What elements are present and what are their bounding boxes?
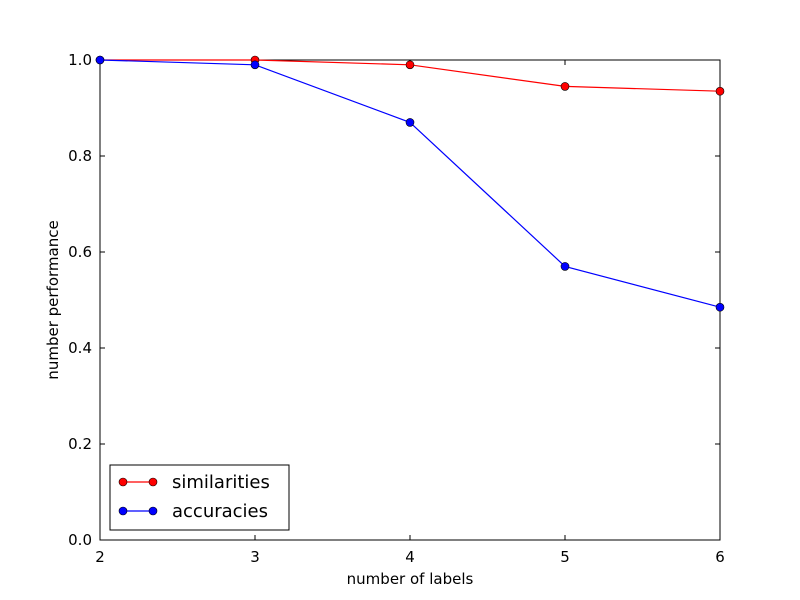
data-point-similarities [560,82,570,91]
series-accuracies [95,55,725,312]
data-point-accuracies [250,60,260,70]
y-tick-label: 1.0 [68,51,92,69]
y-tick-label: 0.0 [68,531,92,549]
y-tick-label: 0.4 [68,339,92,357]
x-tick-label: 2 [95,548,105,566]
x-tick-label: 4 [405,548,415,566]
x-tick-label: 3 [250,548,260,566]
x-axis-label: number of labels [347,570,474,588]
ticks: 2 3 4 5 6 0.0 0.2 0.4 0.6 0.8 1.0 [68,51,725,566]
y-tick-label: 0.6 [68,243,92,261]
data-point-similarities [715,86,725,96]
legend-box [109,464,290,531]
legend-label-accuracies: accuracies [172,501,268,522]
series-line-accuracies [99,59,721,308]
y-axis-label: number performance [44,220,62,379]
x-tick-label: 6 [715,548,725,566]
y-tick-label: 0.8 [68,147,92,165]
legend-marker [118,477,128,487]
data-point-accuracies [95,55,105,65]
x-tick-label: 5 [560,548,570,566]
y-tick-label: 0.2 [68,435,92,453]
legend-marker [148,477,158,487]
series-similarities [95,55,725,96]
legend-marker [118,506,128,516]
legend-label-similarities: similarities [172,472,270,493]
legend-marker [148,506,158,516]
data-point-accuracies [715,302,725,312]
data-point-accuracies [560,262,570,271]
series-layer [95,55,725,312]
legend: similarities accuracies [109,464,290,531]
data-point-similarities [405,60,415,70]
data-point-accuracies [405,118,415,127]
